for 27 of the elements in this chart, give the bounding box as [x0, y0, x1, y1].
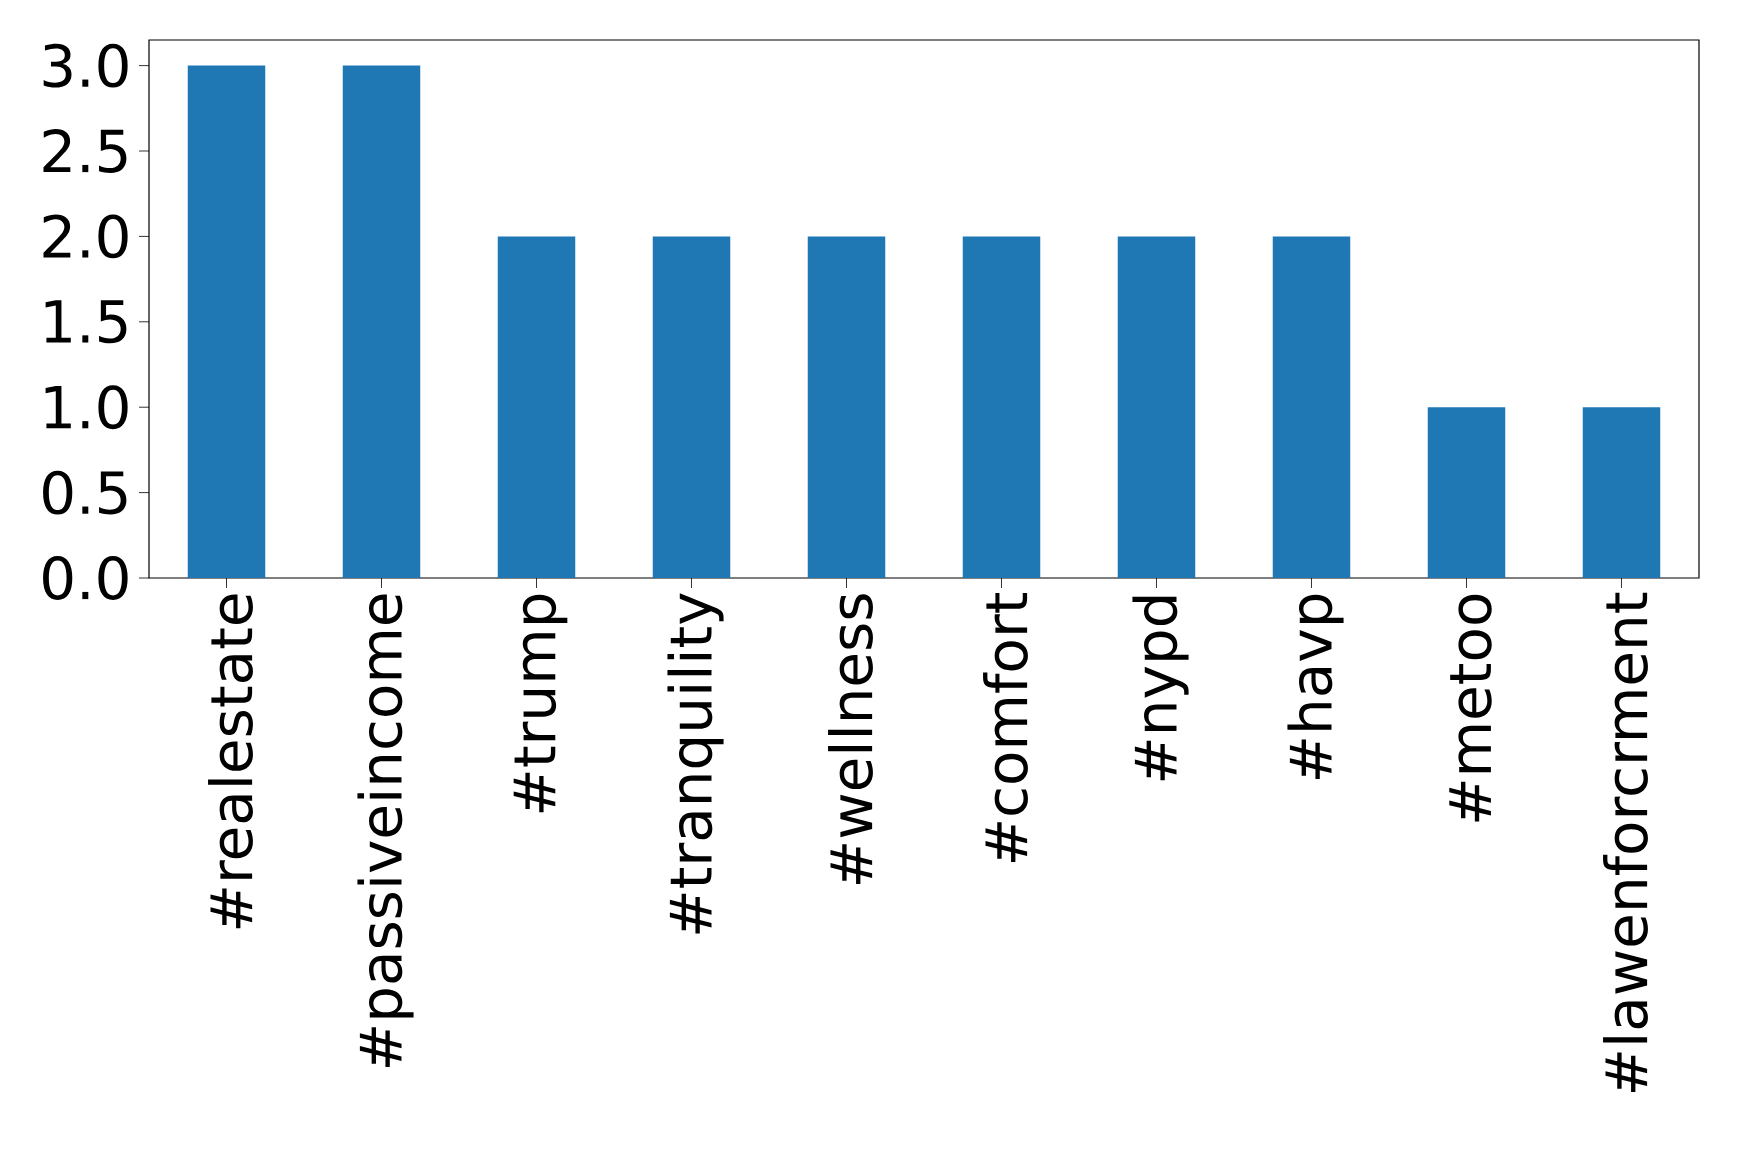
x-tick-label: #trump	[513, 594, 568, 813]
y-tick-label: 1.5	[45, 300, 127, 344]
y-tick-label: 1.0	[45, 385, 128, 430]
bar	[1427, 407, 1506, 578]
y-tick-label: 0.5	[43, 470, 127, 515]
bar	[1117, 236, 1196, 578]
y-tick-label: 2.5	[43, 129, 127, 173]
x-tick-label: #comfort	[983, 592, 1028, 863]
bar	[342, 65, 421, 578]
x-tick-label: #havp	[1287, 594, 1344, 780]
y-tick-label: 3.0	[43, 43, 128, 88]
x-tick-label: #passiveincome	[357, 594, 414, 1067]
x-tick-label: #lawenforcrment	[1603, 592, 1648, 1093]
bar	[497, 236, 576, 578]
x-tick-label: #realestate	[208, 594, 253, 929]
y-tick-label: 2.0	[43, 214, 128, 259]
x-tick-label: #nypd	[1132, 596, 1189, 781]
x-tick-label: #wellness	[828, 594, 873, 884]
bar	[187, 65, 266, 578]
bar	[1272, 236, 1351, 578]
bar	[962, 236, 1041, 578]
bar	[807, 236, 886, 578]
x-tick-label: #metoo	[1449, 594, 1492, 822]
x-tick-label: #tranquility	[667, 593, 724, 934]
bar	[652, 236, 731, 578]
bar	[1582, 407, 1661, 578]
y-tick-label: 0.0	[43, 556, 128, 600]
